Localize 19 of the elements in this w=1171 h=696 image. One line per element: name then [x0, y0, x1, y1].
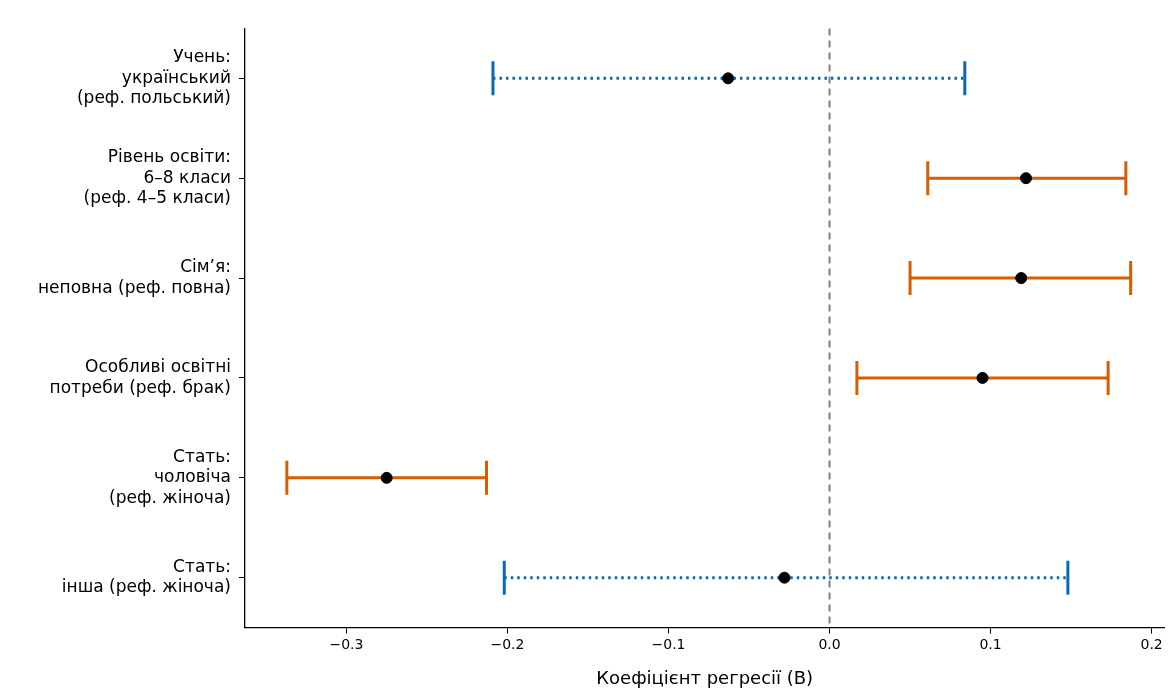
y-tick-label: Рівень освіти: 6–8 класи (реф. 4–5 класи)	[83, 146, 231, 208]
x-tick-label: −0.2	[490, 635, 525, 652]
x-tick-label: 0.0	[818, 635, 841, 652]
x-tick-label: −0.3	[329, 635, 364, 652]
point	[1020, 172, 1033, 185]
point	[380, 471, 393, 484]
point	[1015, 272, 1028, 285]
y-tick-label: Стать: інша (реф. жіноча)	[61, 555, 231, 597]
y-tick-label: Особливі освітні потреби (реф. брак)	[49, 356, 231, 397]
x-tick-label: 0.1	[979, 635, 1002, 652]
point	[778, 571, 791, 584]
y-tick-label: Стать: чоловіча (реф. жіноча)	[109, 445, 231, 507]
point	[722, 72, 735, 85]
x-tick-label: 0.2	[1140, 635, 1163, 652]
y-tick-label: Сім’я: неповна (реф. повна)	[38, 256, 231, 297]
y-tick-label: Учень: український (реф. польський)	[76, 46, 231, 108]
point	[976, 371, 989, 384]
x-tick-label: −0.1	[651, 635, 686, 652]
x-axis-title: Коефіцієнт регресії (B)	[596, 666, 814, 688]
